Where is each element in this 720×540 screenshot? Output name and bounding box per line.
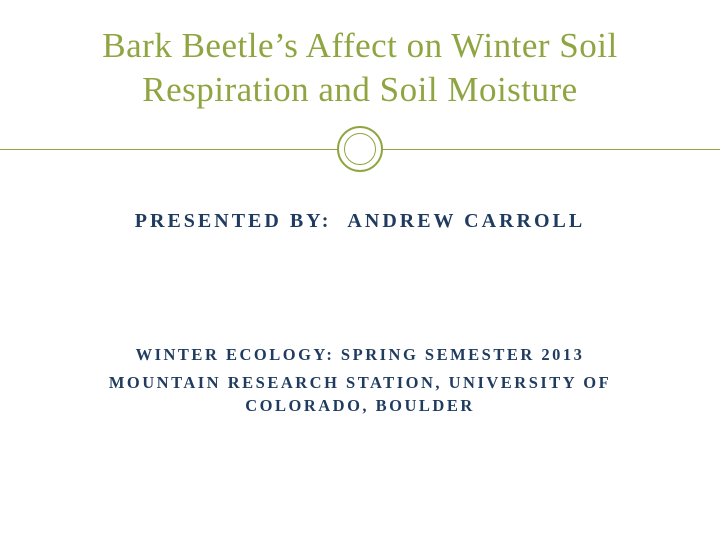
divider [50,124,670,174]
divider-circle-inner [344,133,376,165]
course-line: WINTER ECOLOGY: SPRING SEMESTER 2013 [50,343,670,368]
divider-circle-outer [337,126,383,172]
affiliation-line: MOUNTAIN RESEARCH STATION, UNIVERSITY OF… [50,371,670,417]
presenter-line: PRESENTED BY: ANDREW CARROLL [50,210,670,233]
slide-title: Bark Beetle’s Affect on Winter Soil Resp… [50,24,670,112]
slide: Bark Beetle’s Affect on Winter Soil Resp… [0,0,720,540]
